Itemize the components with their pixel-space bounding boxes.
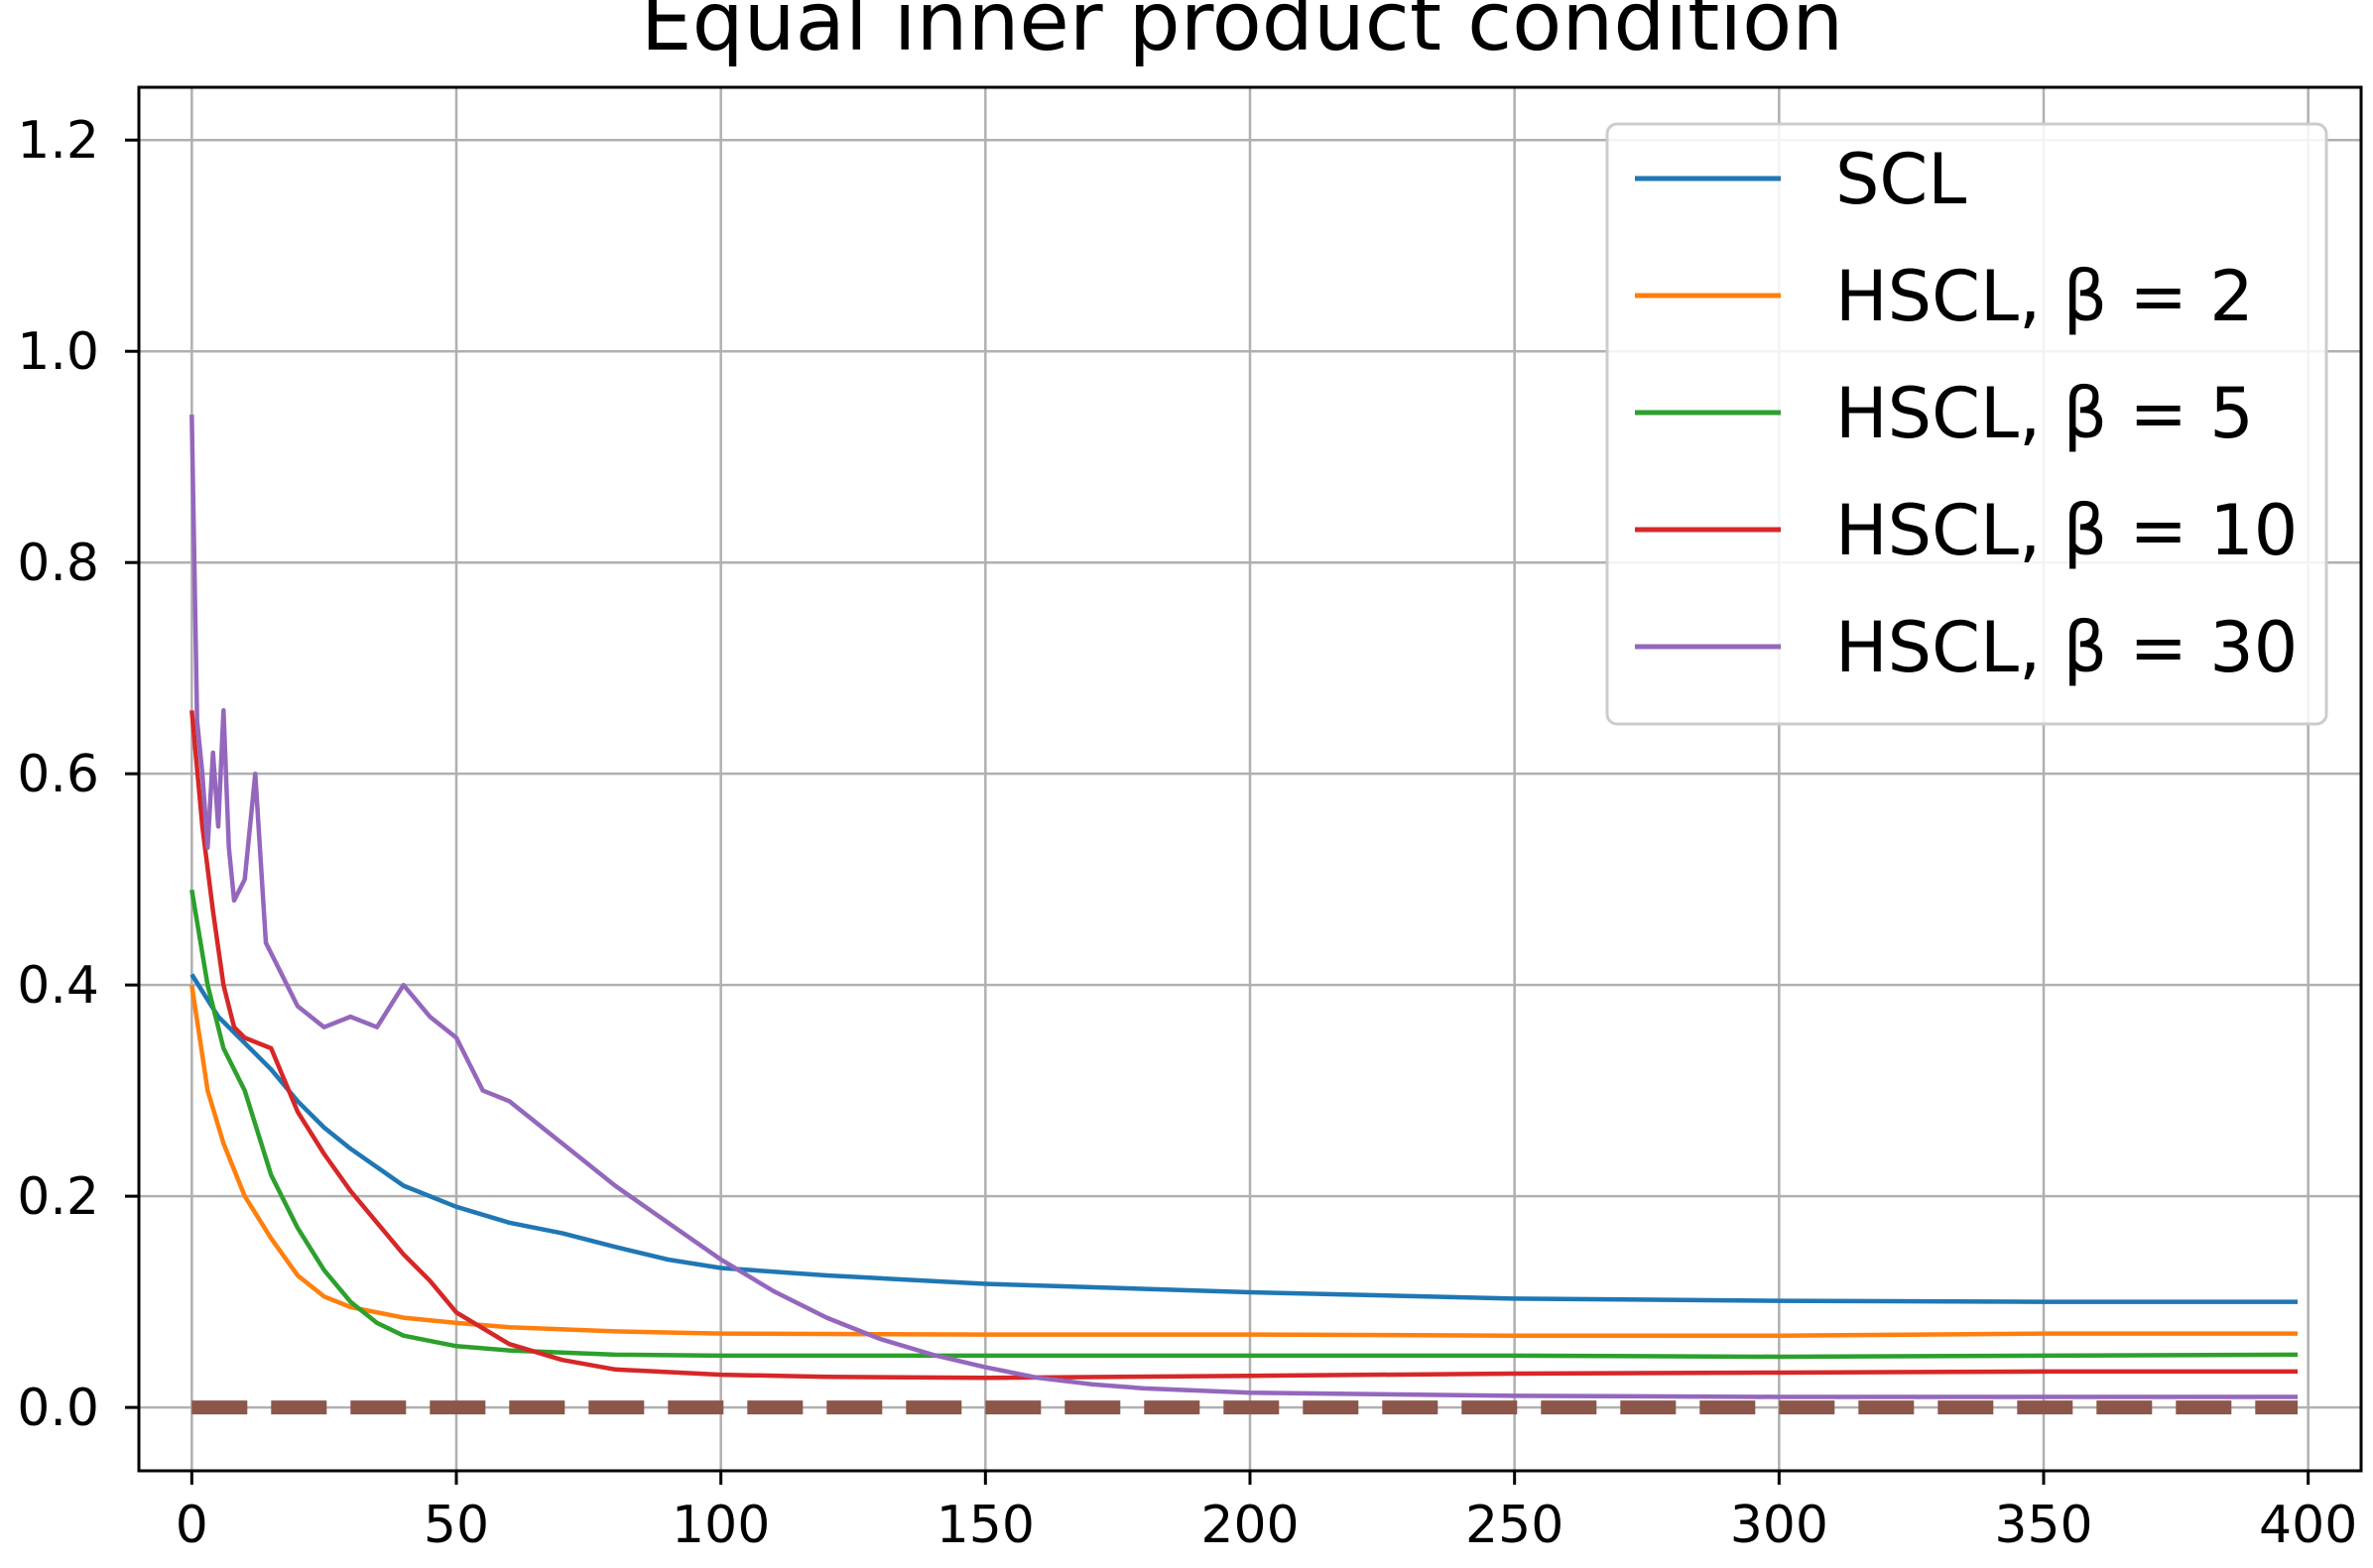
- y-tick-label: 0.4: [17, 956, 99, 1016]
- x-tick-label: 400: [2259, 1496, 2357, 1555]
- series-line: [189, 889, 2299, 1360]
- y-tick-label: 1.0: [17, 322, 99, 382]
- legend-label: HSCL, β = 5: [1835, 373, 2254, 454]
- x-tick-label: 350: [1994, 1496, 2092, 1555]
- y-tick-label: 0.6: [17, 745, 99, 804]
- series-group: [189, 415, 2299, 1415]
- x-tick-label: 150: [937, 1496, 1035, 1555]
- y-tick-label: 1.2: [17, 111, 99, 171]
- legend-label: SCL: [1835, 139, 1966, 220]
- legend-label: HSCL, β = 2: [1835, 256, 2254, 337]
- series-line: [189, 415, 2298, 1399]
- x-tick-label: 50: [424, 1496, 489, 1555]
- x-tick-label: 100: [672, 1496, 770, 1555]
- series-line: [189, 984, 2298, 1338]
- ticks: 0 50 100 150 200 250 300 350 400 0.0 0.2 0.4 0.6 0.8 1…: [17, 111, 2357, 1555]
- legend-label: HSCL, β = 30: [1835, 607, 2298, 688]
- x-tick-label: 250: [1465, 1496, 1563, 1555]
- series-line: [189, 973, 2298, 1304]
- x-tick-label: 200: [1200, 1496, 1299, 1555]
- legend-box: [1605, 122, 2328, 726]
- legend-label: HSCL, β = 10: [1835, 490, 2298, 571]
- series-line: [189, 710, 2298, 1381]
- chart-title: Equal inner product condition: [641, 0, 1843, 69]
- x-tick-label: 0: [176, 1496, 208, 1555]
- y-tick-label: 0.2: [17, 1167, 99, 1227]
- y-tick-label: 0.0: [17, 1379, 99, 1438]
- legend: SCL HSCL, β = 2 HSCL, β = 5 HSCL, β = 10 HSC…: [1605, 122, 2328, 726]
- y-tick-label: 0.8: [17, 534, 99, 593]
- x-tick-label: 300: [1730, 1496, 1828, 1555]
